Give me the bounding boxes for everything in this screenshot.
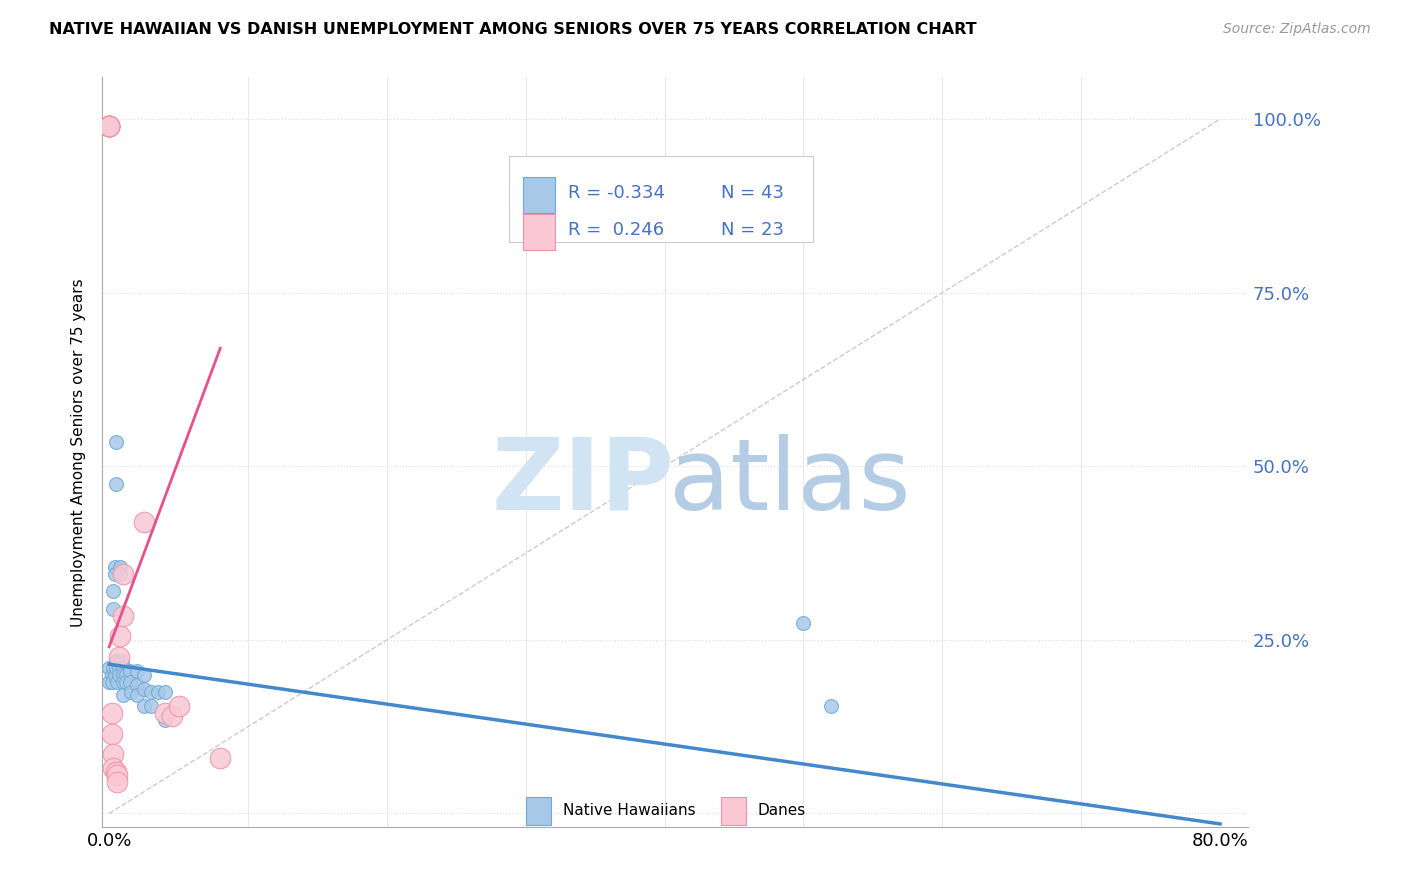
Point — [105, 435, 128, 450]
Point — [125, 678, 148, 692]
Point — [118, 664, 141, 678]
Text: NATIVE HAWAIIAN VS DANISH UNEMPLOYMENT AMONG SENIORS OVER 75 YEARS CORRELATION C: NATIVE HAWAIIAN VS DANISH UNEMPLOYMENT A… — [49, 22, 977, 37]
Point — [118, 674, 141, 689]
Point — [160, 709, 183, 723]
Point — [98, 119, 121, 133]
Point — [107, 654, 129, 668]
Point — [153, 685, 176, 699]
Point — [108, 650, 131, 665]
Point — [132, 681, 155, 696]
Point — [112, 566, 135, 581]
Text: R = -0.334: R = -0.334 — [568, 184, 665, 202]
Point — [104, 667, 127, 681]
Point — [132, 698, 155, 713]
Point — [105, 476, 128, 491]
Point — [103, 601, 125, 615]
Point — [132, 667, 155, 681]
Point — [111, 654, 134, 668]
Text: N = 23: N = 23 — [721, 221, 785, 239]
Point — [112, 661, 135, 675]
Point — [103, 747, 125, 762]
Text: Native Hawaiians: Native Hawaiians — [562, 804, 696, 818]
Text: Source: ZipAtlas.com: Source: ZipAtlas.com — [1223, 22, 1371, 37]
Point — [167, 698, 190, 713]
Point — [125, 664, 148, 678]
Point — [104, 566, 127, 581]
Point — [105, 654, 128, 668]
Point — [98, 119, 121, 133]
Point — [101, 726, 124, 740]
Point — [110, 566, 132, 581]
Point — [103, 761, 125, 775]
Point — [112, 674, 135, 689]
Point — [98, 119, 121, 133]
Text: atlas: atlas — [669, 434, 911, 531]
Text: N = 43: N = 43 — [721, 184, 785, 202]
Point — [104, 560, 127, 574]
Point — [139, 698, 162, 713]
Point — [105, 764, 128, 779]
Point — [103, 661, 125, 675]
Point — [792, 615, 814, 630]
Point — [101, 706, 124, 720]
Point — [125, 689, 148, 703]
Bar — [523, 214, 555, 250]
Point — [112, 689, 135, 703]
Point — [98, 674, 121, 689]
Point — [107, 775, 129, 789]
Text: Danes: Danes — [758, 804, 806, 818]
Point — [108, 667, 131, 681]
Point — [101, 667, 124, 681]
Bar — [526, 797, 551, 825]
Point — [146, 685, 169, 699]
Point — [98, 119, 121, 133]
Point — [110, 629, 132, 643]
Y-axis label: Unemployment Among Seniors over 75 years: Unemployment Among Seniors over 75 years — [72, 278, 86, 627]
Text: ZIP: ZIP — [492, 434, 675, 531]
Point — [103, 584, 125, 599]
Point — [107, 674, 129, 689]
Point — [98, 119, 121, 133]
Point — [98, 119, 121, 133]
Point — [98, 119, 121, 133]
Point — [114, 667, 136, 681]
Point — [101, 674, 124, 689]
FancyBboxPatch shape — [509, 156, 813, 243]
Point — [107, 768, 129, 782]
Point — [112, 667, 135, 681]
Point — [105, 661, 128, 675]
Point — [153, 706, 176, 720]
Point — [132, 515, 155, 529]
Point — [108, 661, 131, 675]
Text: R =  0.246: R = 0.246 — [568, 221, 665, 239]
Bar — [523, 177, 555, 213]
Point — [112, 608, 135, 623]
Point — [139, 685, 162, 699]
Bar — [721, 797, 747, 825]
Point — [98, 661, 121, 675]
Point — [153, 713, 176, 727]
Point — [120, 685, 142, 699]
Point — [820, 698, 842, 713]
Point — [114, 674, 136, 689]
Point — [209, 751, 232, 765]
Point — [110, 560, 132, 574]
